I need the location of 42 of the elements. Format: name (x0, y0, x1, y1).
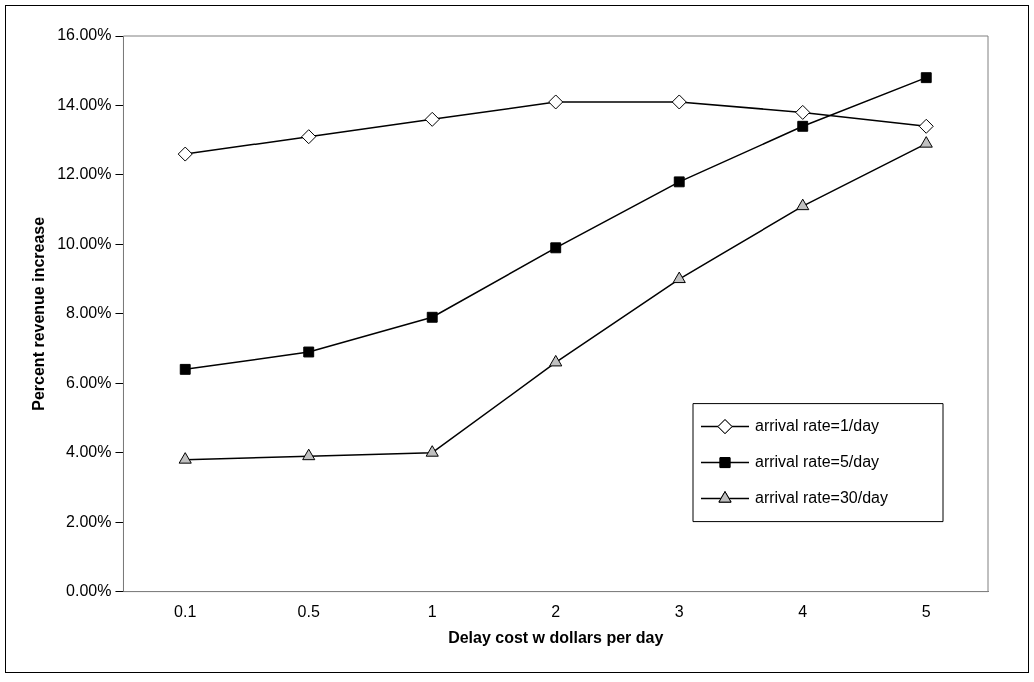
y-tick-label: 12.00% (57, 165, 112, 183)
point (425, 445, 439, 457)
y-axis-title: Percent revenue increase (30, 216, 48, 411)
y-tick-label: 6.00% (66, 373, 112, 391)
point (671, 94, 687, 110)
point (673, 176, 685, 188)
point (548, 94, 564, 110)
point (919, 136, 933, 148)
point (178, 452, 192, 464)
point (795, 104, 811, 120)
x-tick-label: 1 (427, 602, 437, 620)
y-tick-label: 14.00% (57, 95, 112, 113)
point (549, 354, 563, 367)
y-tick-label: 16.00% (57, 26, 112, 44)
legend-label: arrival rate=1/day (755, 417, 880, 435)
legend-label: arrival rate=5/day (755, 453, 880, 471)
x-tick-label: 2 (551, 602, 561, 620)
point (177, 146, 193, 162)
x-tick-label: 4 (798, 602, 808, 620)
y-tick-label: 8.00% (66, 304, 112, 322)
point (918, 118, 934, 134)
x-tick-label: 0.5 (297, 602, 320, 620)
point (426, 311, 438, 323)
point (303, 346, 315, 358)
y-tick-label: 2.00% (66, 512, 112, 530)
point (796, 198, 810, 211)
point (797, 120, 809, 132)
point (672, 271, 686, 284)
x-axis-title: Delay cost w dollars per day (448, 628, 664, 646)
x-tick-label: 0.1 (174, 602, 197, 620)
x-tick-label: 3 (674, 602, 684, 620)
point (302, 448, 316, 461)
x-tick-label: 5 (921, 602, 931, 620)
y-tick-label: 10.00% (57, 234, 112, 252)
point (920, 72, 932, 84)
legend-label: arrival rate=30/day (755, 489, 888, 507)
y-tick-label: 4.00% (66, 443, 112, 461)
point (550, 242, 562, 254)
point (301, 129, 317, 145)
point (424, 111, 440, 127)
point (179, 363, 191, 375)
y-tick-label: 0.00% (66, 582, 112, 600)
